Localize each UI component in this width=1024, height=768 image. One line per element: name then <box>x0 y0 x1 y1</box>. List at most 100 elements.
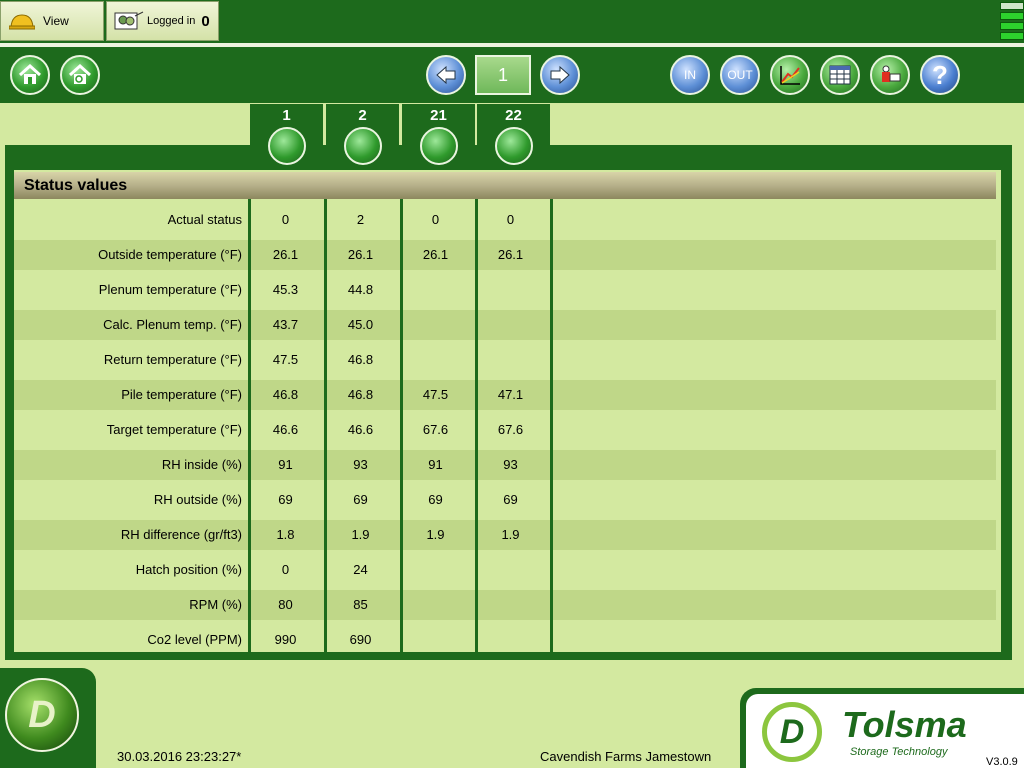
house-search-icon <box>267 127 306 165</box>
cell-value: 0 <box>506 212 515 227</box>
version-label: V3.0.9 <box>986 756 1018 768</box>
cell-value: 93 <box>353 457 368 472</box>
cell-value: 0 <box>281 212 290 227</box>
cell-value: 1.9 <box>426 527 445 542</box>
view-button[interactable]: View <box>0 1 104 41</box>
cell-value: 1.9 <box>351 527 370 542</box>
row-label: RH inside (%) <box>161 457 242 472</box>
cell-value: 46.8 <box>272 387 299 402</box>
table-row: Calc. Plenum temp. (°F) 43.7 45.0 <box>14 310 996 340</box>
user-settings-button[interactable] <box>870 55 910 95</box>
column-divider <box>475 199 478 660</box>
page-number[interactable]: 1 <box>475 55 531 95</box>
brand-panel: D Tolsma Storage Technology V3.0.9 <box>740 688 1024 768</box>
in-button[interactable]: IN <box>670 55 710 95</box>
tolsma-logo[interactable]: D <box>5 678 79 752</box>
column-tab-2[interactable]: 2 <box>326 104 399 170</box>
table-icon <box>829 65 851 85</box>
cell-value: 690 <box>349 632 372 647</box>
arrow-right-icon <box>550 65 570 85</box>
column-divider <box>324 199 327 660</box>
prev-page-button[interactable] <box>426 55 466 95</box>
table-row: Pile temperature (°F) 46.8 46.8 47.5 47.… <box>14 380 996 410</box>
table-row: Hatch position (%) 0 24 <box>14 555 996 585</box>
house-search-icon <box>494 127 533 165</box>
status-indicator <box>1000 2 1024 40</box>
logged-in-count: 0 <box>201 12 210 30</box>
graph-button[interactable] <box>770 55 810 95</box>
table-row: Return temperature (°F) 47.5 46.8 <box>14 345 996 375</box>
cell-value: 46.6 <box>272 422 299 437</box>
column-divider <box>550 199 553 660</box>
table-row: RH outside (%) 69 69 69 69 <box>14 485 996 515</box>
column-tab-1[interactable]: 1 <box>250 104 323 170</box>
login-button[interactable]: Logged in 0 <box>106 1 219 41</box>
cell-value: 2 <box>356 212 365 227</box>
cell-value: 44.8 <box>347 282 374 297</box>
table-row: Actual status 0 2 0 0 <box>14 205 996 235</box>
cell-value: 45.0 <box>347 317 374 332</box>
row-label: Plenum temperature (°F) <box>98 282 242 297</box>
hard-hat-icon <box>9 12 35 30</box>
cell-value: 1.9 <box>501 527 520 542</box>
status-values-header: Status values <box>14 172 996 199</box>
cell-value: 26.1 <box>497 247 524 262</box>
help-button[interactable]: ? <box>920 55 960 95</box>
column-tab-label: 21 <box>430 107 447 124</box>
cell-value: 43.7 <box>272 317 299 332</box>
house-search-icon <box>419 127 458 165</box>
view-label: View <box>43 14 69 28</box>
column-tab-21[interactable]: 21 <box>402 104 475 170</box>
cell-value: 1.8 <box>276 527 295 542</box>
home-button[interactable] <box>10 55 50 95</box>
out-button[interactable]: OUT <box>720 55 760 95</box>
cell-value: 93 <box>503 457 518 472</box>
cell-value: 46.8 <box>347 352 374 367</box>
row-label: Outside temperature (°F) <box>98 247 242 262</box>
table-row: RPM (%) 80 85 <box>14 590 996 620</box>
line-chart-icon <box>780 66 800 85</box>
help-label: ? <box>932 59 948 90</box>
next-page-button[interactable] <box>540 55 580 95</box>
brand-logo-letter: D <box>779 712 805 751</box>
cell-value: 46.8 <box>347 387 374 402</box>
column-tab-label: 1 <box>282 107 291 124</box>
cell-value: 69 <box>353 492 368 507</box>
row-label: Co2 level (PPM) <box>147 632 242 647</box>
cell-value: 24 <box>353 562 368 577</box>
cell-value: 85 <box>353 597 368 612</box>
in-label: IN <box>684 68 696 82</box>
cell-value: 26.1 <box>272 247 299 262</box>
table-button[interactable] <box>820 55 860 95</box>
cell-value: 69 <box>503 492 518 507</box>
overview-button[interactable] <box>60 55 100 95</box>
cell-value: 67.6 <box>422 422 449 437</box>
row-label: RPM (%) <box>189 597 242 612</box>
house-search-icon <box>343 127 382 165</box>
table-row: RH inside (%) 91 93 91 93 <box>14 450 996 480</box>
brand-name: Tolsma <box>842 704 967 745</box>
logged-in-label: Logged in <box>147 15 196 27</box>
user-desk-icon <box>882 65 901 82</box>
table-row: Plenum temperature (°F) 45.3 44.8 <box>14 275 996 305</box>
brand-logo-icon: D <box>762 702 822 762</box>
cell-value: 45.3 <box>272 282 299 297</box>
row-label: Hatch position (%) <box>135 562 242 577</box>
cell-value: 47.5 <box>422 387 449 402</box>
cell-value: 990 <box>274 632 297 647</box>
column-tab-22[interactable]: 22 <box>477 104 550 170</box>
footer-logo-panel: D <box>0 668 96 768</box>
row-label: Return temperature (°F) <box>103 352 242 367</box>
cell-value: 69 <box>428 492 443 507</box>
cell-value: 0 <box>281 562 290 577</box>
row-label: Pile temperature (°F) <box>121 387 242 402</box>
datetime: 30.03.2016 23:23:27* <box>117 749 242 764</box>
cell-value: 91 <box>428 457 443 472</box>
site-name: Cavendish Farms Jamestown <box>540 749 712 764</box>
row-label: Actual status <box>167 212 242 227</box>
table-row: Outside temperature (°F) 26.1 26.1 26.1 … <box>14 240 996 270</box>
row-label: Calc. Plenum temp. (°F) <box>103 317 242 332</box>
house-search-icon <box>68 64 92 84</box>
column-tab-label: 22 <box>505 107 522 124</box>
out-label: OUT <box>727 68 753 82</box>
